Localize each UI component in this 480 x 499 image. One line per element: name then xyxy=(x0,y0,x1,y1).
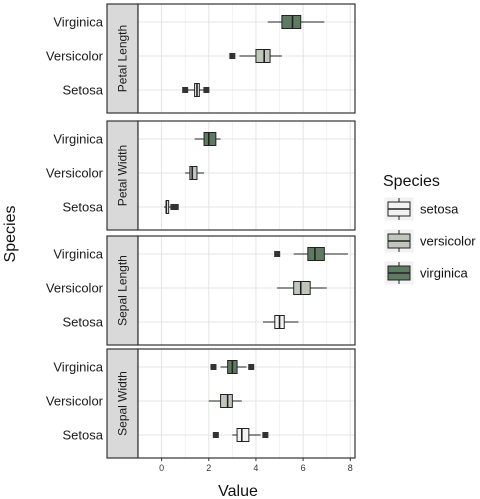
legend-title: Species xyxy=(383,173,440,190)
box-setosa xyxy=(182,83,210,97)
outlier-point xyxy=(210,364,217,370)
box-iqr xyxy=(307,247,325,261)
facet-petal-width: Petal Width Virginica Versicolor Setosa xyxy=(46,120,356,231)
box-setosa xyxy=(163,200,179,214)
x-tick-label: 8 xyxy=(348,463,353,473)
legend-entry-setosa: setosa xyxy=(383,196,459,222)
category-label: Setosa xyxy=(63,428,104,443)
box-iqr xyxy=(255,49,271,63)
category-label: Virginica xyxy=(53,15,103,30)
category-label: Setosa xyxy=(63,315,104,330)
box-setosa xyxy=(263,315,299,329)
category-label: Virginica xyxy=(53,247,103,262)
box-iqr xyxy=(293,281,311,295)
legend-label: versicolor xyxy=(420,234,476,249)
category-label: Versicolor xyxy=(46,49,104,64)
x-tick-label: 2 xyxy=(206,463,211,473)
box-iqr xyxy=(220,394,233,408)
box-versicolor xyxy=(277,281,327,295)
outlier-point xyxy=(212,432,219,438)
panel-border xyxy=(137,348,356,459)
box-virginica xyxy=(274,247,348,261)
legend: Species setosa versicolor virginica xyxy=(383,173,476,286)
box-iqr xyxy=(236,428,250,442)
legend-entry-virginica: virginica xyxy=(383,260,468,286)
box-versicolor xyxy=(229,49,282,63)
box-virginica xyxy=(210,360,255,374)
x-tick-label: 4 xyxy=(253,463,258,473)
facet-sepal-length: Sepal Length Virginica Versicolor Setosa xyxy=(46,235,356,346)
facet-panels: Petal LengthVirginicaVersicolorSetosaPet… xyxy=(46,3,356,459)
outlier-point xyxy=(182,87,189,93)
box-versicolor xyxy=(208,394,242,408)
facet-strip xyxy=(106,235,139,346)
facet-strip xyxy=(106,120,139,231)
box-versicolor xyxy=(185,166,205,180)
facet-sepal-width: Sepal Width Virginica Versicolor Setosa xyxy=(46,348,356,459)
outlier-point xyxy=(248,364,255,370)
x-tick-label: 6 xyxy=(301,463,306,473)
plot-background xyxy=(138,4,355,113)
category-label: Versicolor xyxy=(46,166,104,181)
facet-strip xyxy=(106,3,139,114)
outlier-point xyxy=(229,53,236,59)
facet-strip-label: Sepal Width xyxy=(116,371,130,436)
category-label: Virginica xyxy=(53,360,103,375)
plot-background xyxy=(138,121,355,230)
box-setosa xyxy=(212,428,269,442)
category-label: Setosa xyxy=(63,83,104,98)
category-label: Virginica xyxy=(53,132,103,147)
x-axis-title: Value xyxy=(218,483,258,499)
y-axis-title: Species xyxy=(2,206,19,263)
panel-border xyxy=(137,120,356,231)
x-axis: 0 2 4 6 8 xyxy=(159,458,353,473)
box-iqr xyxy=(203,132,217,146)
legend-label: setosa xyxy=(420,202,459,217)
outlier-point xyxy=(274,251,281,257)
outlier-point xyxy=(262,432,269,438)
box-virginica xyxy=(267,15,325,29)
panel-border xyxy=(137,235,356,346)
category-label: Setosa xyxy=(63,200,104,215)
facet-strip-label: Sepal Length xyxy=(116,255,130,326)
legend-label: virginica xyxy=(420,266,468,281)
category-label: Versicolor xyxy=(46,281,104,296)
facet-petal-length: Petal Length Virginica Versicolor Setosa xyxy=(46,3,356,114)
box-iqr xyxy=(281,15,302,29)
box-virginica xyxy=(194,132,221,146)
facet-strip-label: Petal Width xyxy=(116,145,130,206)
panel-border xyxy=(137,3,356,114)
box-iqr xyxy=(189,166,198,180)
legend-entry-versicolor: versicolor xyxy=(383,228,476,254)
outlier-point xyxy=(172,204,179,210)
facet-strip-label: Petal Length xyxy=(116,25,130,92)
outlier-point xyxy=(203,87,210,93)
category-label: Versicolor xyxy=(46,394,104,409)
x-tick-label: 0 xyxy=(159,463,164,473)
